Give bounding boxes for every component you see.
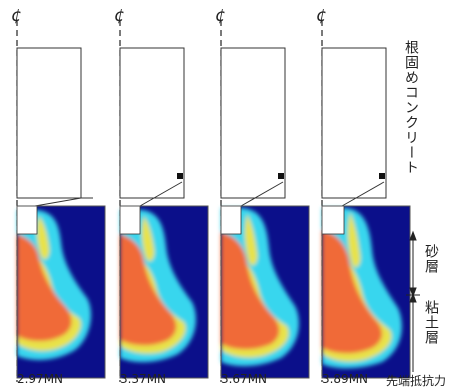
centerline-mark-3: ¢	[215, 6, 226, 26]
centerline-mark-4: ¢	[316, 6, 327, 26]
root-concrete-label: 根固めコンクリート	[403, 40, 419, 175]
panel-4	[321, 20, 411, 382]
panel-2	[119, 20, 209, 382]
sand-layer-label: 砂層	[423, 244, 439, 274]
layer-indicator	[406, 230, 420, 372]
centerline-mark-1: ¢	[11, 6, 22, 26]
tip-resistance-caption: 先端抵抗力	[386, 374, 447, 388]
tip-resistance-value-1: 2.97MN	[16, 372, 64, 386]
panel-3	[220, 20, 310, 382]
centerline-mark-2: ¢	[114, 6, 125, 26]
panel-1	[16, 20, 106, 382]
clay-layer-label: 粘土層	[423, 300, 439, 345]
tip-resistance-value-3: 3.67MN	[220, 372, 268, 386]
tip-resistance-value-4: 3.89MN	[321, 372, 369, 386]
tip-resistance-value-2: 3.37MN	[119, 372, 167, 386]
